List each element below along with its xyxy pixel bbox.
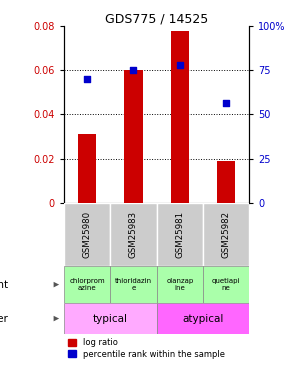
Text: atypical: atypical — [182, 314, 224, 324]
Text: thioridazin
e: thioridazin e — [115, 278, 152, 291]
Point — [177, 62, 182, 68]
Bar — [64, 202, 110, 266]
Bar — [110, 266, 157, 303]
Text: GSM25983: GSM25983 — [129, 211, 138, 258]
Text: GSM25980: GSM25980 — [82, 211, 92, 258]
Bar — [110, 202, 157, 266]
Bar — [157, 202, 203, 266]
Bar — [157, 266, 203, 303]
Bar — [124, 70, 143, 202]
Bar — [203, 266, 249, 303]
Bar — [64, 303, 157, 334]
Legend: log ratio, percentile rank within the sample: log ratio, percentile rank within the sa… — [68, 338, 225, 358]
Text: olanzap
ine: olanzap ine — [166, 278, 193, 291]
Bar — [203, 202, 249, 266]
Text: agent: agent — [0, 280, 8, 290]
Point — [131, 68, 136, 74]
Bar — [157, 303, 249, 334]
Text: chlorprom
azine: chlorprom azine — [69, 278, 105, 291]
Text: other: other — [0, 314, 8, 324]
Bar — [64, 266, 110, 303]
Point — [224, 100, 229, 106]
Text: GSM25982: GSM25982 — [222, 211, 231, 258]
Point — [85, 76, 89, 82]
Text: GSM25981: GSM25981 — [175, 211, 184, 258]
Bar — [171, 31, 189, 202]
Text: quetiapi
ne: quetiapi ne — [212, 278, 240, 291]
Bar — [217, 161, 235, 202]
Bar — [78, 134, 96, 202]
Text: typical: typical — [93, 314, 128, 324]
Title: GDS775 / 14525: GDS775 / 14525 — [105, 12, 208, 25]
